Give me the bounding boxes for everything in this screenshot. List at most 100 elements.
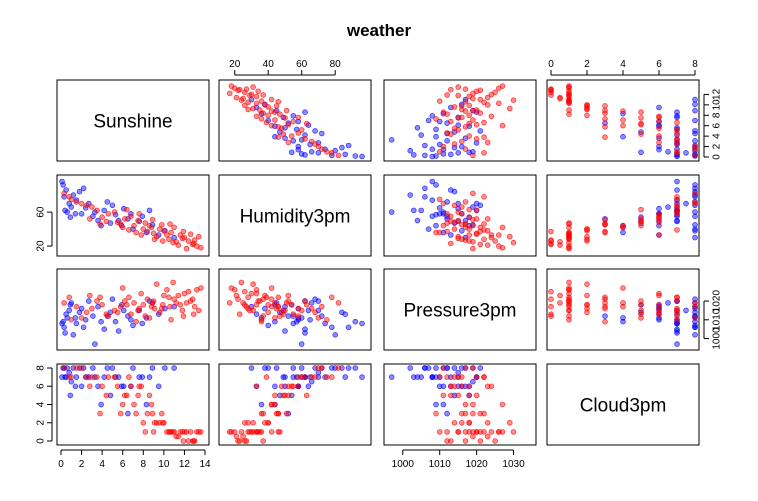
data-point [283,300,290,306]
data-point [692,200,698,207]
data-point [506,105,513,112]
data-point [268,303,275,310]
tick-label: 6 [712,122,723,128]
data-point [484,216,491,222]
data-point [303,301,310,308]
data-point [109,365,116,371]
data-point [328,374,335,380]
data-point [268,296,275,303]
data-point [425,226,432,232]
data-point [470,216,476,223]
tick-label: 1000 [712,327,723,350]
data-point [584,226,590,232]
data-point [151,419,158,426]
data-point [620,122,626,129]
data-point [323,316,330,323]
tick-label: 2 [584,59,590,70]
data-point [484,102,491,108]
data-point [146,315,153,321]
panel-frame [56,174,210,257]
data-point [548,303,554,310]
data-point [436,374,443,380]
data-point [298,365,305,371]
panel-Cloud3pm-vs-Cloud3pm: Cloud3pm [546,363,700,446]
data-point [436,98,443,104]
data-point [87,292,93,299]
data-point [144,296,151,303]
data-point [260,110,267,116]
tick-label: 14 [199,459,211,470]
data-point [458,211,465,217]
data-point [140,226,147,232]
data-point [101,326,107,333]
data-point [198,245,204,251]
data-point [674,307,680,314]
data-point [683,200,689,207]
data-point [674,309,680,316]
data-point [584,228,590,234]
data-point [466,206,473,213]
data-point [97,221,103,227]
data-point [466,214,473,221]
data-point [196,429,202,435]
data-point [128,383,134,390]
data-point [466,112,473,119]
data-point [109,296,116,303]
panel-Humidity3pm-vs-Cloud3pm [546,174,700,257]
data-point [620,303,626,310]
data-point [602,318,608,325]
data-point [328,294,335,301]
data-point [674,294,680,301]
data-point [99,383,105,390]
data-point [470,152,476,159]
data-point [76,309,83,316]
data-point [458,383,465,390]
data-point [260,92,267,98]
data-point [295,383,302,390]
data-point [73,199,80,205]
data-point [98,401,104,408]
data-point [473,392,480,399]
data-point [602,116,608,122]
data-point [66,307,72,314]
data-point [187,429,194,435]
panel-Cloud3pm-vs-Humidity3pm [218,363,372,446]
data-point [447,118,454,125]
data-point [466,93,473,100]
data-point [557,94,563,101]
data-point [638,307,644,314]
tick-label: 0 [712,154,723,160]
panel-frame [218,174,372,257]
data-point [146,374,153,380]
data-point [638,149,644,156]
data-point [335,365,342,371]
data-point [285,120,292,126]
data-point [80,324,87,331]
data-point [140,301,147,308]
data-point [473,88,480,95]
data-point [72,211,79,217]
data-point [620,108,626,114]
data-point [170,239,176,246]
data-point [139,320,146,327]
data-point [146,222,153,229]
data-point [674,311,680,318]
data-point [656,211,662,217]
data-point [277,111,283,117]
data-point [167,303,173,310]
data-point [433,401,439,408]
data-point [656,216,662,222]
data-point [136,211,143,217]
data-point [656,114,662,121]
data-point [302,152,308,158]
data-point [72,383,79,390]
data-point [466,238,473,244]
data-point [566,316,572,323]
data-point [245,294,251,301]
data-point [272,117,278,123]
data-point [345,324,352,331]
data-point [557,300,563,306]
data-point [447,218,454,225]
tick-label: 12 [712,88,723,100]
data-point [473,429,480,435]
